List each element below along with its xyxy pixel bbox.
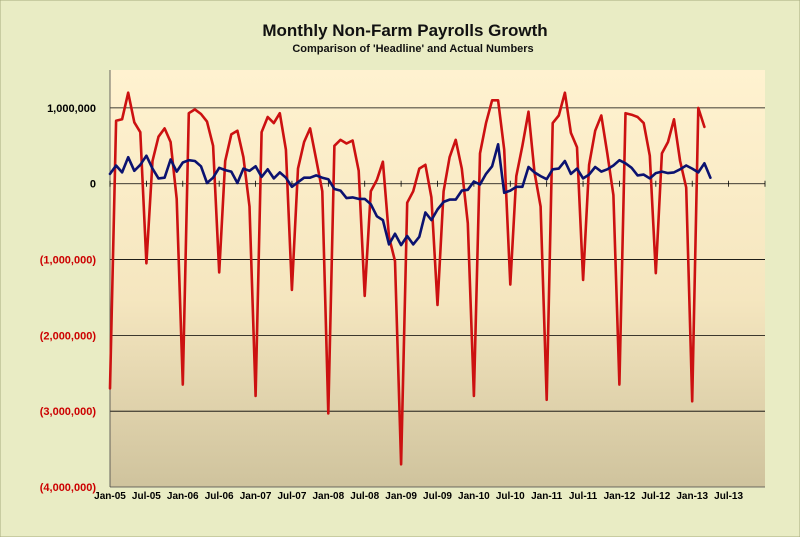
x-tick-label: Jan-13: [676, 491, 708, 502]
x-tick-label: Jan-11: [531, 491, 563, 502]
y-axis-tick-labels: 1,000,000 0 (1,000,000) (2,000,000) (3,000,0…: [40, 103, 97, 494]
x-tick-label: Jan-08: [312, 491, 344, 502]
x-tick-label: Jul-12: [641, 491, 670, 502]
x-tick-label: Jul-09: [423, 491, 452, 502]
x-tick-label: Jan-05: [94, 491, 126, 502]
x-tick-label: Jul-07: [277, 491, 306, 502]
x-tick-label: Jan-10: [458, 491, 490, 502]
chart-title: Monthly Non-Farm Payrolls Growth: [262, 21, 547, 40]
y-tick-label: (4,000,000): [40, 482, 97, 494]
x-axis-tick-labels: Jan-05 Jul-05 Jan-06 Jul-06 Jan-07 Jul-07 Jan-…: [94, 491, 743, 502]
y-tick-label: (1,000,000): [40, 255, 97, 267]
y-tick-label: 0: [90, 179, 96, 191]
series-lines: [108, 91, 712, 466]
x-tick-label: Jul-06: [205, 491, 234, 502]
x-tick-label: Jan-06: [167, 491, 199, 502]
chart-subtitle: Comparison of 'Headline' and Actual Numb…: [292, 43, 533, 55]
x-tick-label: Jul-11: [569, 491, 598, 502]
y-tick-label: (2,000,000): [40, 330, 97, 342]
series-line-blue: [108, 143, 712, 247]
x-tick-label: Jul-08: [350, 491, 379, 502]
y-tick-label: 1,000,000: [47, 103, 96, 115]
x-tick-label: Jul-10: [496, 491, 525, 502]
plot-area: [110, 70, 765, 487]
x-tick-label: Jan-07: [240, 491, 272, 502]
y-tick-label: (3,000,000): [40, 406, 97, 418]
x-tick-label: Jul-13: [714, 491, 743, 502]
x-tick-label: Jul-05: [132, 491, 161, 502]
series-line-red: [108, 91, 706, 466]
x-tick-label: Jan-12: [604, 491, 636, 502]
x-tick-label: Jan-09: [385, 491, 417, 502]
